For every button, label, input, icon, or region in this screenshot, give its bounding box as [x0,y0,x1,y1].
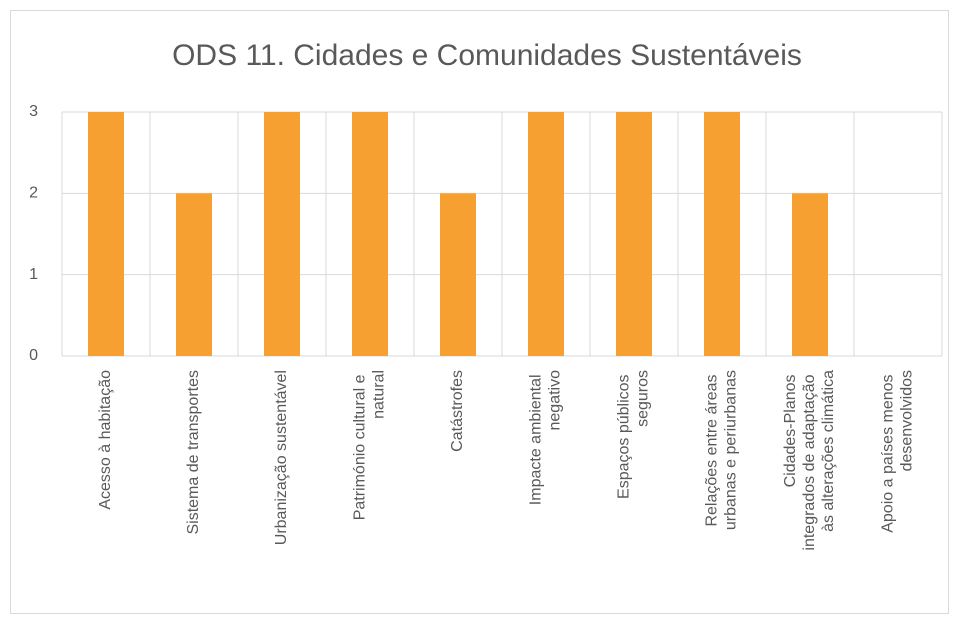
y-tick-label: 3 [29,103,38,120]
x-tick-label: Sistema de transportes [185,370,202,535]
y-tick-label: 0 [29,347,38,364]
chart-title: ODS 11. Cidades e Comunidades Sustentáve… [172,39,802,72]
x-tick-label: Cidades-Planos integrados de adaptação à… [782,370,837,551]
y-tick-label: 1 [29,266,38,283]
x-tick-label: Apoio a países menos desenvolvidos [880,370,916,533]
bar [88,112,124,356]
x-tick-label: Relações entre áreas urbanas e periurban… [704,370,740,530]
x-tick-label: Urbanização sustentável [273,370,290,545]
bar [264,112,300,356]
x-tick-label: Catástrofes [449,370,466,452]
x-tick-label: Espaços públicos seguros [616,370,652,499]
bar [352,112,388,356]
x-tick-label: Acesso à habitação [97,370,114,510]
x-tick-label: Impacte ambiental negativo [528,370,564,505]
bar [704,112,740,356]
x-tick-label: Património cultural e natural [352,370,388,520]
bar [176,193,212,356]
bar [792,193,828,356]
bar [440,193,476,356]
y-tick-label: 2 [29,185,38,202]
bar [528,112,564,356]
bar [616,112,652,356]
